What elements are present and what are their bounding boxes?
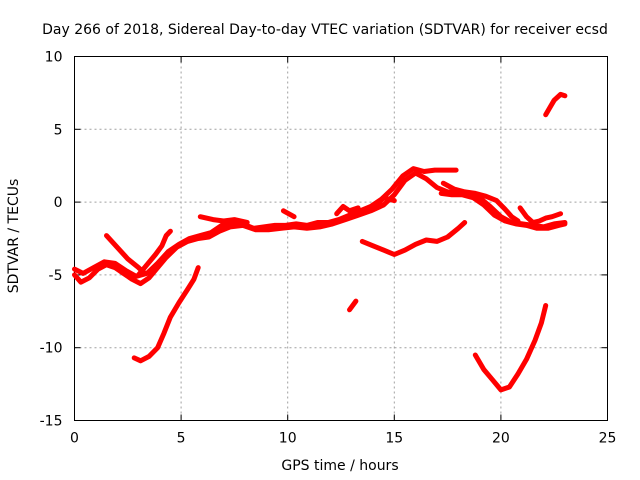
sdtvar-track-1 — [72, 170, 568, 287]
x-tick-label: 5 — [177, 431, 186, 447]
x-tick-label: 20 — [492, 431, 510, 447]
axis-ticks: 0 5 10 15 20 25 -15 -10 -5 0 5 10 — [40, 50, 617, 447]
plot-frame — [74, 56, 608, 421]
sdtvar-track-7 — [334, 204, 361, 217]
sdtvar-track-15 — [472, 303, 549, 393]
data-series — [72, 91, 568, 393]
y-tick-label: 5 — [54, 122, 63, 138]
y-tick-label: -5 — [49, 268, 63, 284]
sdtvar-track-14 — [347, 298, 359, 313]
y-axis-label: SDTVAR / TECUs — [6, 179, 22, 294]
sdtvar-track-5 — [197, 214, 250, 225]
y-tick-label: -10 — [40, 341, 63, 357]
x-tick-label: 10 — [279, 431, 297, 447]
y-tick-label: 10 — [45, 50, 63, 66]
y-tick-label: -15 — [40, 414, 63, 430]
x-axis-label: GPS time / hours — [281, 458, 398, 474]
sdtvar-track-16 — [543, 91, 568, 118]
sdtvar-track-8 — [370, 195, 397, 212]
x-tick-label: 0 — [70, 431, 79, 447]
sdtvar-track-2 — [72, 166, 459, 279]
sdtvar-track-9 — [438, 190, 568, 231]
sdtvar-track-4 — [136, 228, 173, 278]
sdtvar-track-11 — [517, 205, 564, 225]
x-tick-label: 25 — [599, 431, 617, 447]
chart-title: Day 266 of 2018, Sidereal Day-to-day VTE… — [42, 22, 608, 38]
sdtvar-track-13 — [131, 265, 201, 364]
sdtvar-track-10 — [440, 180, 521, 224]
grid-lines — [74, 56, 608, 421]
x-tick-label: 15 — [385, 431, 403, 447]
sdtvar-track-6 — [280, 208, 297, 220]
y-tick-label: 0 — [54, 195, 63, 211]
sdtvar-track-12 — [359, 220, 468, 257]
